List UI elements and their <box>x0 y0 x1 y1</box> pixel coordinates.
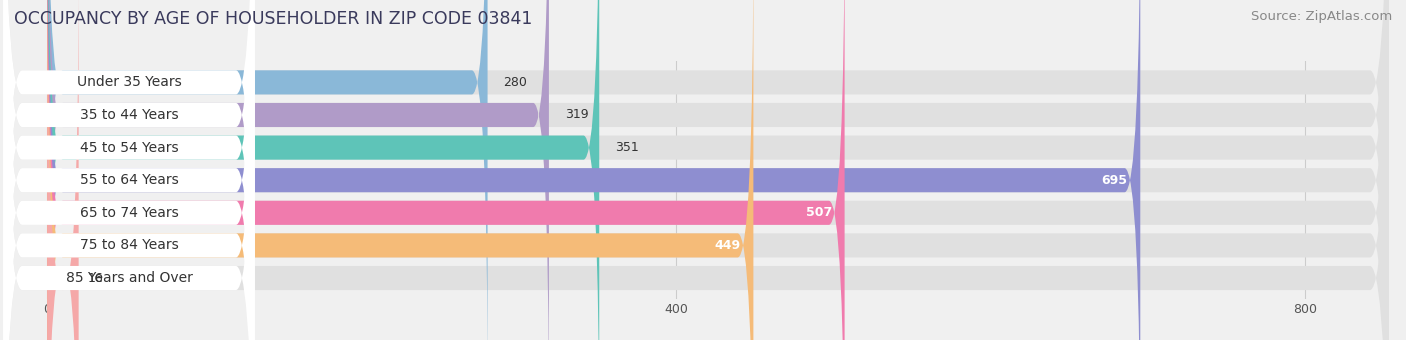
Text: Under 35 Years: Under 35 Years <box>76 75 181 89</box>
Text: 449: 449 <box>714 239 741 252</box>
Text: 35 to 44 Years: 35 to 44 Years <box>80 108 179 122</box>
Text: 319: 319 <box>565 108 588 121</box>
FancyBboxPatch shape <box>48 0 754 340</box>
FancyBboxPatch shape <box>3 0 254 340</box>
Text: OCCUPANCY BY AGE OF HOUSEHOLDER IN ZIP CODE 03841: OCCUPANCY BY AGE OF HOUSEHOLDER IN ZIP C… <box>14 10 533 28</box>
Text: 507: 507 <box>806 206 832 219</box>
FancyBboxPatch shape <box>3 0 1389 340</box>
FancyBboxPatch shape <box>48 0 548 340</box>
FancyBboxPatch shape <box>3 0 254 340</box>
FancyBboxPatch shape <box>3 0 254 340</box>
Text: 75 to 84 Years: 75 to 84 Years <box>80 238 179 252</box>
FancyBboxPatch shape <box>3 0 1389 340</box>
Text: 85 Years and Over: 85 Years and Over <box>66 271 193 285</box>
FancyBboxPatch shape <box>3 0 1389 340</box>
Text: Source: ZipAtlas.com: Source: ZipAtlas.com <box>1251 10 1392 23</box>
Text: 65 to 74 Years: 65 to 74 Years <box>80 206 179 220</box>
FancyBboxPatch shape <box>3 0 1389 340</box>
FancyBboxPatch shape <box>48 0 599 340</box>
Text: 695: 695 <box>1102 174 1128 187</box>
Text: 55 to 64 Years: 55 to 64 Years <box>80 173 179 187</box>
FancyBboxPatch shape <box>3 0 254 340</box>
FancyBboxPatch shape <box>48 0 1140 340</box>
FancyBboxPatch shape <box>48 0 488 340</box>
FancyBboxPatch shape <box>3 0 1389 340</box>
FancyBboxPatch shape <box>3 0 1389 340</box>
FancyBboxPatch shape <box>3 0 254 340</box>
Text: 16: 16 <box>89 272 104 285</box>
FancyBboxPatch shape <box>3 0 254 340</box>
Text: 45 to 54 Years: 45 to 54 Years <box>80 141 179 155</box>
FancyBboxPatch shape <box>3 0 1389 340</box>
FancyBboxPatch shape <box>48 0 79 340</box>
Text: 351: 351 <box>614 141 638 154</box>
FancyBboxPatch shape <box>48 0 845 340</box>
FancyBboxPatch shape <box>3 0 254 340</box>
Text: 280: 280 <box>503 76 527 89</box>
